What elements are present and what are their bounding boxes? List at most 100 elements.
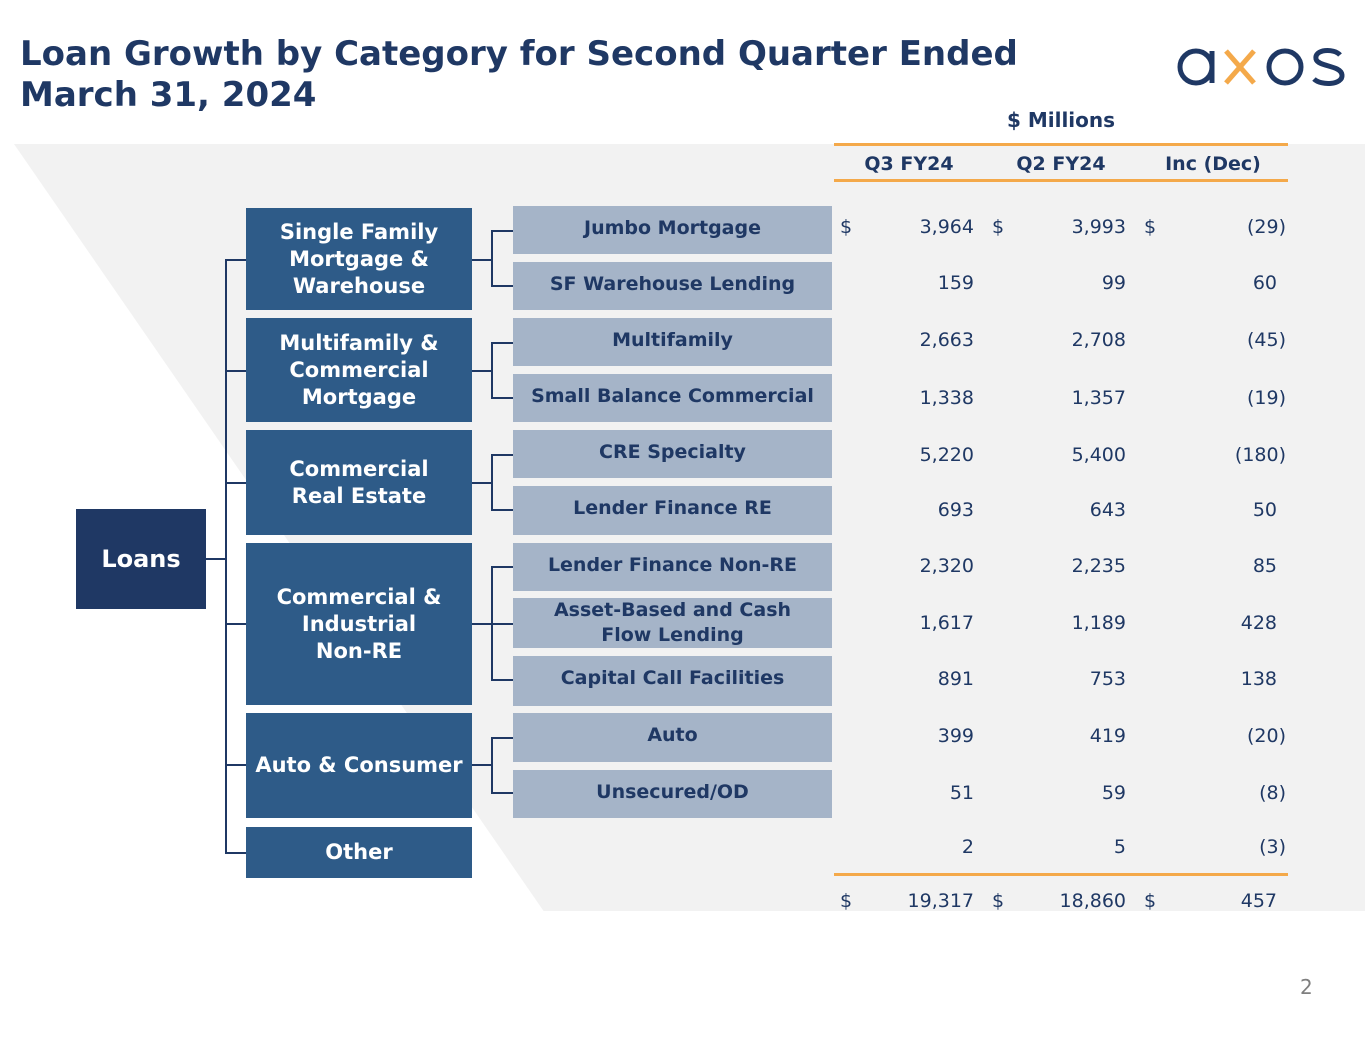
cat-bracket-4 xyxy=(491,737,493,794)
subcategory-lender-finance-non-re: Lender Finance Non-RE xyxy=(513,543,832,591)
value-q2: 3,993 xyxy=(1071,216,1126,238)
value-q2: 5,400 xyxy=(1071,444,1126,466)
loans-root-box: Loans xyxy=(76,509,206,609)
value-q2: 419 xyxy=(1089,725,1126,747)
value-q3: 2,320 xyxy=(919,555,974,577)
value-q2: 643 xyxy=(1089,499,1126,521)
subcategory-small-balance-commercial: Small Balance Commercial xyxy=(513,374,832,422)
value-change: 138 xyxy=(1240,668,1277,690)
cat-connector-1 xyxy=(472,370,492,372)
value-q3: 159 xyxy=(937,272,974,294)
branch-cat-4 xyxy=(225,764,246,766)
value-q3: 399 xyxy=(937,725,974,747)
total-change: 457 xyxy=(1240,890,1277,912)
column-header-q3: Q3 FY24 xyxy=(864,153,954,175)
sub-link xyxy=(491,454,513,456)
subcategory-asset-based: Asset-Based and Cash Flow Lending xyxy=(513,598,832,648)
currency-symbol: $ xyxy=(1144,890,1157,912)
value-change: 428 xyxy=(1240,612,1277,634)
value-q3: 891 xyxy=(937,668,974,690)
sub-link xyxy=(491,679,513,681)
column-header-q2: Q2 FY24 xyxy=(1016,153,1106,175)
branch-cat-5 xyxy=(225,852,246,854)
subcategory-lender-finance-re: Lender Finance RE xyxy=(513,486,832,535)
value-change: 60 xyxy=(1252,272,1277,294)
subcategory-capital-call: Capital Call Facilities xyxy=(513,656,832,706)
total-q2: 18,860 xyxy=(1059,890,1126,912)
branch-cat-3 xyxy=(225,623,246,625)
cat-connector-2 xyxy=(472,482,492,484)
value-change: (180) xyxy=(1234,444,1286,466)
value-change: (29) xyxy=(1246,216,1286,238)
cat-bracket-0 xyxy=(491,230,493,287)
cat-connector-0 xyxy=(472,259,492,261)
page-title: Loan Growth by Category for Second Quart… xyxy=(20,34,1018,115)
sub-link xyxy=(491,792,513,794)
subcategory-multifamily: Multifamily xyxy=(513,318,832,366)
header-bottom-rule xyxy=(834,179,1288,182)
page-number: 2 xyxy=(1300,975,1313,999)
category-auto-consumer: Auto & Consumer xyxy=(246,713,472,818)
branch-cat-2 xyxy=(225,482,246,484)
value-change: (3) xyxy=(1259,836,1286,858)
value-q3: 51 xyxy=(949,782,974,804)
value-q2: 1,189 xyxy=(1071,612,1126,634)
value-q3: 3,964 xyxy=(919,216,974,238)
cat-connector-3 xyxy=(472,623,492,625)
category-single-family: Single Family Mortgage & Warehouse xyxy=(246,208,472,310)
value-change: (45) xyxy=(1246,329,1286,351)
category-commercial-industrial: Commercial & Industrial Non-RE xyxy=(246,543,472,705)
value-q3: 2 xyxy=(961,836,974,858)
value-q2: 753 xyxy=(1089,668,1126,690)
subcategory-jumbo-mortgage: Jumbo Mortgage xyxy=(513,206,832,254)
sub-link xyxy=(491,566,513,568)
root-connector xyxy=(206,558,226,560)
units-label: $ Millions xyxy=(1006,108,1116,132)
value-change: (19) xyxy=(1246,387,1286,409)
value-q2: 1,357 xyxy=(1071,387,1126,409)
subcategory-sf-warehouse: SF Warehouse Lending xyxy=(513,262,832,310)
value-q3: 2,663 xyxy=(919,329,974,351)
value-change: 50 xyxy=(1252,499,1277,521)
axos-logo xyxy=(1177,48,1345,86)
value-q2: 59 xyxy=(1101,782,1126,804)
value-q2: 99 xyxy=(1101,272,1126,294)
header-top-rule xyxy=(834,143,1288,146)
category-multifamily-commercial-mortgage: Multifamily & Commercial Mortgage xyxy=(246,318,472,422)
value-change: (20) xyxy=(1246,725,1286,747)
currency-symbol: $ xyxy=(840,216,853,238)
sub-link xyxy=(491,342,513,344)
currency-symbol: $ xyxy=(992,216,1005,238)
category-commercial-real-estate: Commercial Real Estate xyxy=(246,430,472,535)
branch-cat-1 xyxy=(225,370,246,372)
sub-link xyxy=(491,397,513,399)
value-q3: 5,220 xyxy=(919,444,974,466)
value-q3: 693 xyxy=(937,499,974,521)
sub-link xyxy=(491,509,513,511)
subcategory-auto: Auto xyxy=(513,713,832,762)
category-other: Other xyxy=(246,827,472,878)
currency-symbol: $ xyxy=(840,890,853,912)
sub-link xyxy=(491,285,513,287)
total-q3: 19,317 xyxy=(907,890,974,912)
value-change: 85 xyxy=(1252,555,1277,577)
total-rule xyxy=(834,873,1288,876)
sub-link xyxy=(491,623,513,625)
value-q2: 5 xyxy=(1113,836,1126,858)
subcategory-unsecured-od: Unsecured/OD xyxy=(513,770,832,818)
root-trunk xyxy=(225,259,227,854)
value-change: (8) xyxy=(1259,782,1286,804)
cat-bracket-2 xyxy=(491,454,493,511)
value-q3: 1,617 xyxy=(919,612,974,634)
cat-bracket-1 xyxy=(491,342,493,399)
cat-connector-4 xyxy=(472,764,492,766)
currency-symbol: $ xyxy=(1144,216,1157,238)
currency-symbol: $ xyxy=(992,890,1005,912)
value-q2: 2,708 xyxy=(1071,329,1126,351)
column-header-change: Inc (Dec) xyxy=(1165,153,1261,175)
value-q3: 1,338 xyxy=(919,387,974,409)
sub-link xyxy=(491,230,513,232)
sub-link xyxy=(491,737,513,739)
subcategory-cre-specialty: CRE Specialty xyxy=(513,430,832,478)
branch-cat-0 xyxy=(225,259,246,261)
